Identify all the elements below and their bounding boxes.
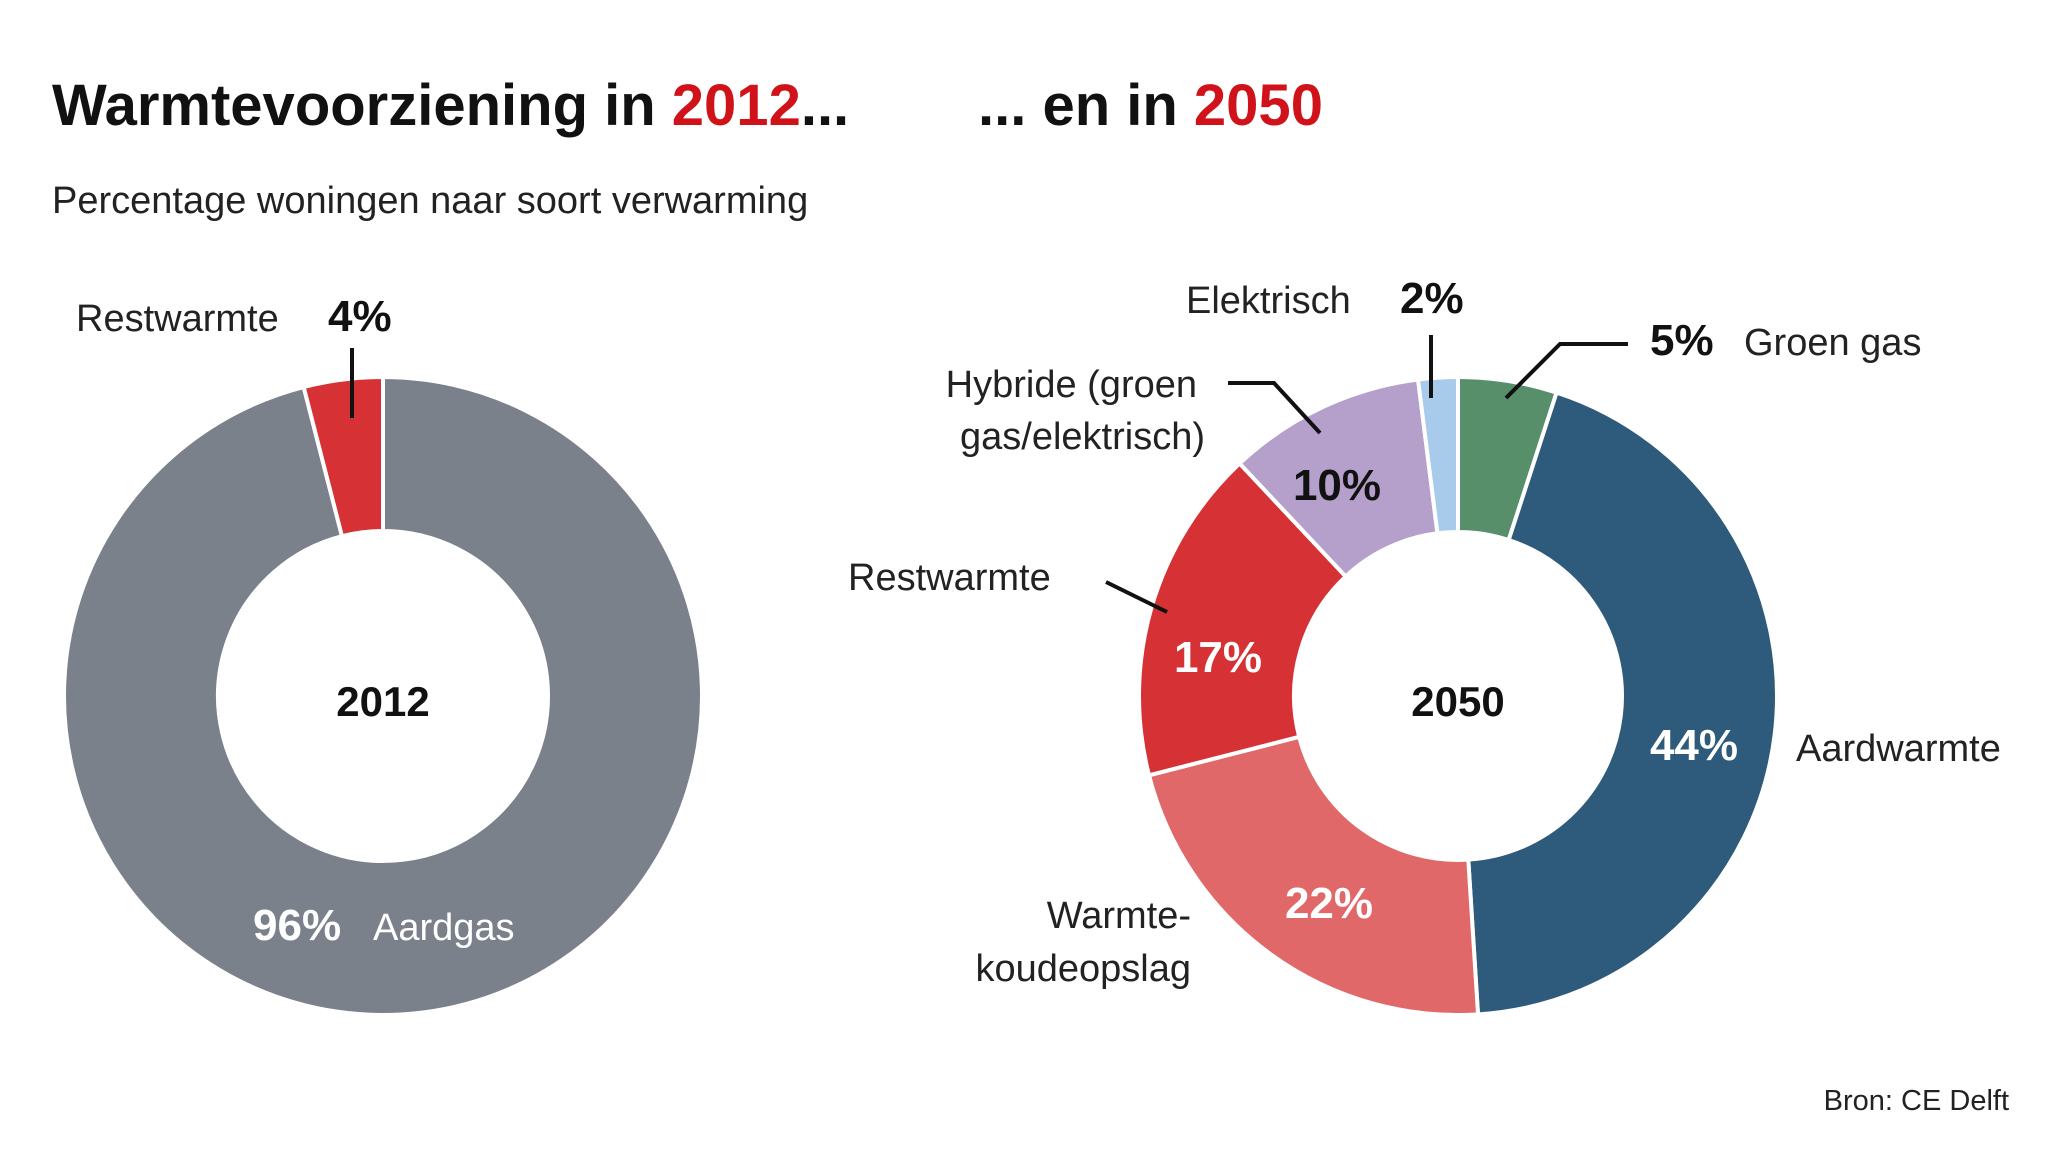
leader-line xyxy=(1105,580,1168,614)
slice-warmte-koudeopslag xyxy=(1146,734,1481,1017)
slice-restwarmte xyxy=(301,374,385,539)
slice-restwarmte xyxy=(1137,460,1349,778)
donut-2050 xyxy=(1137,374,1779,1017)
pct-restwarmte-2012: 4% xyxy=(328,292,392,341)
slice-aardgas xyxy=(62,374,704,1017)
chart-title: Warmtevoorziening in 2012... xyxy=(52,73,849,138)
leader-line xyxy=(1228,381,1322,435)
label-aardwarmte: Aardwarmte xyxy=(1796,728,2001,770)
pct-restwarmte-2050: 17% xyxy=(1174,633,1262,682)
pct-groen-gas: 5% xyxy=(1650,316,1714,365)
label-wko-line1: Warmte- xyxy=(1047,895,1191,937)
chart-title-2050: ... en in 2050 xyxy=(978,73,1323,138)
pct-aardgas-2012: 96% xyxy=(253,901,341,950)
pct-hybride: 10% xyxy=(1293,461,1381,510)
label-groen-gas: Groen gas xyxy=(1744,322,1921,364)
center-label-2050: 2050 xyxy=(1411,678,1504,725)
source-note: Bron: CE Delft xyxy=(1824,1085,2009,1117)
label-hybride-line1: Hybride (groen xyxy=(946,364,1197,406)
label-restwarmte-2012: Restwarmte xyxy=(76,298,279,340)
slice-aardwarmte xyxy=(1466,390,1779,1017)
pct-elektrisch: 2% xyxy=(1400,274,1464,323)
label-restwarmte-2050: Restwarmte xyxy=(848,557,1051,599)
chart-subtitle: Percentage woningen naar soort verwarmin… xyxy=(52,180,808,222)
pct-wko: 22% xyxy=(1285,879,1373,928)
label-aardgas-2012: Aardgas xyxy=(373,907,515,949)
label-elektrisch: Elektrisch xyxy=(1186,280,1351,322)
label-hybride-line2: gas/elektrisch) xyxy=(960,416,1205,458)
center-label-2012: 2012 xyxy=(336,678,429,725)
pct-aardwarmte: 44% xyxy=(1650,721,1738,770)
label-wko-line2: koudeopslag xyxy=(975,948,1191,990)
leader-line xyxy=(1504,342,1628,400)
donut-2012 xyxy=(62,374,704,1017)
